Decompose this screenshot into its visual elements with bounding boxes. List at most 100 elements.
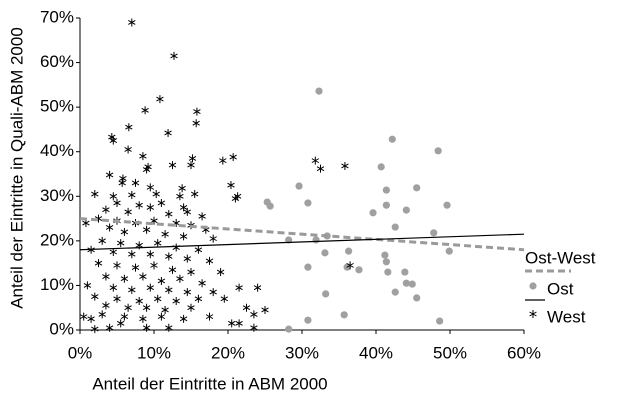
data-point bbox=[205, 256, 214, 265]
data-point bbox=[109, 283, 118, 292]
data-point bbox=[192, 119, 200, 128]
data-point bbox=[124, 303, 132, 312]
data-point bbox=[198, 279, 206, 288]
data-point bbox=[142, 303, 151, 312]
data-point bbox=[83, 281, 92, 290]
data-point bbox=[355, 266, 363, 274]
data-point bbox=[436, 317, 444, 325]
data-point bbox=[250, 310, 258, 319]
y-tick-label: 20% bbox=[40, 230, 74, 249]
data-point bbox=[382, 201, 390, 209]
data-point bbox=[183, 254, 192, 263]
data-point bbox=[125, 123, 133, 132]
x-tick-label: 20% bbox=[211, 343, 245, 362]
data-point bbox=[135, 297, 143, 306]
data-point bbox=[408, 280, 416, 288]
data-point bbox=[285, 236, 293, 244]
x-axis-title: Anteil der Eintritte in ABM 2000 bbox=[92, 374, 327, 393]
data-point bbox=[220, 294, 229, 303]
y-axis-title: Anteil der Eintritte in Quali-ABM 2000 bbox=[7, 27, 26, 309]
data-point bbox=[194, 294, 203, 303]
data-point bbox=[157, 276, 166, 285]
y-tick-label: 10% bbox=[40, 275, 74, 294]
data-point bbox=[109, 192, 118, 201]
data-point bbox=[445, 247, 453, 255]
data-point bbox=[205, 312, 214, 321]
data-point bbox=[209, 288, 217, 297]
data-point bbox=[391, 223, 399, 231]
data-point bbox=[142, 323, 151, 332]
data-point bbox=[231, 194, 240, 203]
data-point bbox=[161, 230, 169, 239]
data-point bbox=[128, 190, 136, 199]
data-point bbox=[146, 283, 155, 292]
data-point bbox=[391, 288, 399, 296]
data-point bbox=[413, 184, 421, 192]
data-point bbox=[91, 325, 99, 334]
data-point bbox=[120, 312, 129, 321]
legend-marker bbox=[529, 282, 537, 290]
data-point bbox=[87, 314, 95, 323]
data-point bbox=[172, 297, 180, 306]
data-point bbox=[285, 325, 293, 333]
data-point bbox=[109, 136, 118, 145]
y-tick-label: 60% bbox=[40, 52, 74, 71]
data-point bbox=[430, 229, 438, 237]
data-point bbox=[179, 203, 188, 212]
data-point bbox=[209, 234, 217, 243]
legend-label: Ost-West bbox=[525, 248, 596, 267]
y-tick-label: 50% bbox=[40, 97, 74, 116]
data-point bbox=[178, 184, 186, 193]
data-point bbox=[388, 135, 396, 143]
data-point bbox=[170, 51, 178, 60]
data-point bbox=[401, 268, 409, 276]
x-tick-label: 10% bbox=[137, 343, 171, 362]
data-point bbox=[322, 290, 330, 298]
data-point bbox=[179, 232, 188, 241]
data-point bbox=[369, 209, 377, 217]
data-point bbox=[164, 128, 172, 137]
data-point bbox=[131, 263, 140, 272]
data-point bbox=[304, 316, 312, 324]
data-point bbox=[157, 312, 166, 321]
data-point bbox=[120, 227, 129, 236]
data-point bbox=[176, 274, 184, 283]
data-point bbox=[135, 201, 143, 210]
data-point bbox=[216, 268, 225, 277]
trend-line bbox=[79, 217, 525, 252]
data-point bbox=[161, 305, 169, 314]
data-point bbox=[156, 95, 164, 104]
data-point bbox=[102, 272, 110, 281]
data-point bbox=[124, 207, 132, 216]
data-point bbox=[235, 283, 243, 292]
data-point bbox=[157, 198, 166, 207]
data-point bbox=[188, 154, 197, 163]
data-point bbox=[193, 107, 201, 116]
data-point bbox=[118, 178, 126, 187]
data-point bbox=[261, 305, 269, 314]
x-tick-label: 60% bbox=[507, 343, 541, 362]
data-point bbox=[242, 303, 251, 312]
data-point bbox=[250, 323, 258, 332]
data-point bbox=[187, 161, 195, 170]
data-point bbox=[402, 206, 410, 214]
data-point bbox=[413, 294, 421, 302]
data-point bbox=[340, 311, 348, 319]
data-point bbox=[128, 285, 136, 294]
data-point bbox=[172, 243, 180, 252]
data-point bbox=[120, 274, 129, 283]
data-point bbox=[131, 178, 140, 187]
data-point bbox=[152, 190, 160, 199]
data-point bbox=[235, 319, 243, 328]
data-point bbox=[139, 152, 147, 161]
data-point bbox=[113, 198, 121, 207]
data-point bbox=[124, 145, 132, 154]
data-point bbox=[219, 156, 227, 165]
data-point bbox=[165, 252, 173, 261]
x-tick-label: 30% bbox=[285, 343, 319, 362]
data-point bbox=[183, 288, 192, 297]
data-point bbox=[142, 165, 151, 174]
y-tick-label: 0% bbox=[49, 319, 74, 338]
data-point bbox=[316, 164, 325, 173]
data-point bbox=[381, 251, 389, 259]
